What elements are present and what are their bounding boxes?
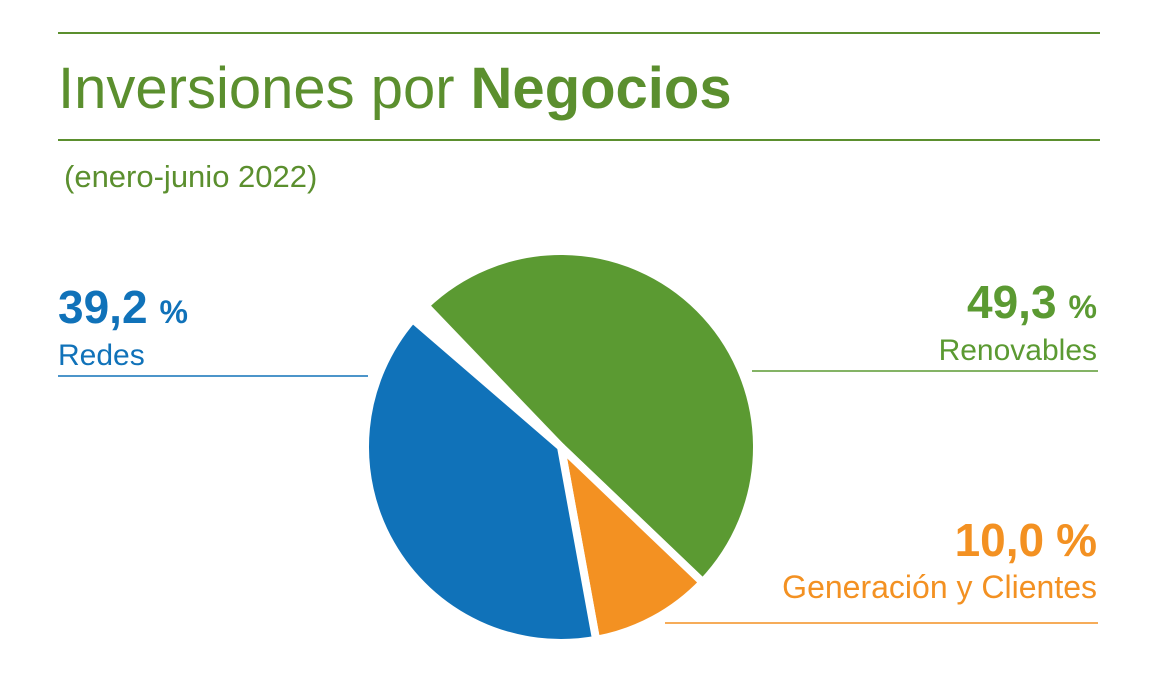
title-bold: Negocios — [471, 56, 732, 121]
category-label: Renovables — [939, 334, 1097, 367]
data-label: 10,0% — [955, 514, 1097, 566]
subtitle: (enero-junio 2022) — [64, 159, 317, 194]
pie-slice — [419, 247, 761, 589]
pie-slice — [361, 313, 601, 647]
unit-label: % — [1069, 289, 1097, 325]
category-label: Redes — [58, 339, 145, 372]
pie-slice — [554, 435, 709, 645]
data-label: 39,2% — [58, 281, 188, 333]
value-label: 10,0 — [955, 514, 1045, 566]
category-label: Generación y Clientes — [782, 569, 1097, 605]
title-text: Inversiones por — [58, 56, 455, 121]
unit-label: % — [160, 294, 188, 330]
unit-label: % — [1056, 514, 1097, 566]
value-label: 39,2 — [58, 281, 148, 333]
value-label: 49,3 — [967, 276, 1057, 328]
chart-title: Inversiones por Negocios — [58, 56, 732, 121]
data-label: 49,3% — [967, 276, 1097, 328]
